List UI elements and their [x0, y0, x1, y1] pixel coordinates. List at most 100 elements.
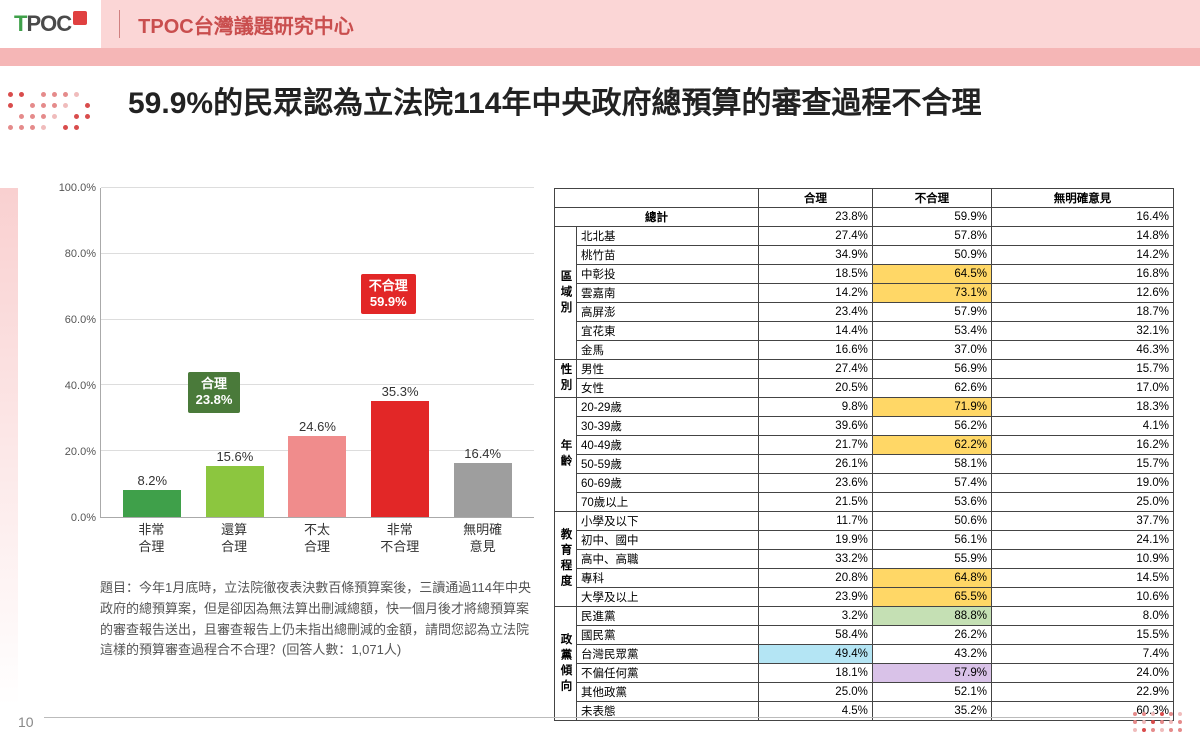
cell: 59.9% — [872, 208, 991, 227]
row-label: 其他政黨 — [577, 683, 759, 702]
cell: 24.1% — [991, 531, 1173, 550]
bar — [454, 463, 512, 517]
crosstab-table: 合理不合理無明確意見總計23.8%59.9%16.4%區域別北北基27.4%57… — [544, 188, 1200, 706]
cell: 20.8% — [759, 569, 873, 588]
cell: 64.5% — [872, 265, 991, 284]
row-label: 50-59歲 — [577, 455, 759, 474]
cell: 18.1% — [759, 664, 873, 683]
row-label: 北北基 — [577, 227, 759, 246]
cell: 27.4% — [759, 227, 873, 246]
footer-line — [44, 717, 1170, 718]
cell: 14.2% — [991, 246, 1173, 265]
cell: 15.7% — [991, 360, 1173, 379]
cell: 14.4% — [759, 322, 873, 341]
group-header: 性別 — [555, 360, 577, 398]
cell: 19.9% — [759, 531, 873, 550]
row-label: 專科 — [577, 569, 759, 588]
cell: 10.9% — [991, 550, 1173, 569]
x-axis-label: 還算合理 — [202, 522, 266, 556]
cell: 71.9% — [872, 398, 991, 417]
row-label: 大學及以上 — [577, 588, 759, 607]
cell: 18.3% — [991, 398, 1173, 417]
row-label: 初中、國中 — [577, 531, 759, 550]
cell: 10.6% — [991, 588, 1173, 607]
page-number: 10 — [18, 714, 34, 730]
x-axis-label: 無明確意見 — [451, 522, 515, 556]
cell: 50.6% — [872, 512, 991, 531]
chart-annotation: 不合理59.9% — [361, 274, 416, 315]
cell: 56.2% — [872, 417, 991, 436]
group-header: 政黨傾向 — [555, 607, 577, 721]
cell: 52.1% — [872, 683, 991, 702]
bar-value-label: 35.3% — [382, 384, 419, 399]
bar-value-label: 16.4% — [464, 446, 501, 461]
cell: 22.9% — [991, 683, 1173, 702]
cell: 37.0% — [872, 341, 991, 360]
cell: 23.9% — [759, 588, 873, 607]
logo-text: TTPOCPOC — [14, 11, 87, 37]
bar — [371, 401, 429, 517]
cell: 57.8% — [872, 227, 991, 246]
cell: 23.6% — [759, 474, 873, 493]
group-header: 教育程度 — [555, 512, 577, 607]
content: 0.0%20.0%40.0%60.0%80.0%100.0%8.2%15.6%2… — [0, 188, 1200, 706]
footer-dots — [1133, 708, 1182, 732]
cell: 56.1% — [872, 531, 991, 550]
row-label: 桃竹苗 — [577, 246, 759, 265]
cell: 14.2% — [759, 284, 873, 303]
question-text: 題目：今年1月底時，立法院徹夜表決數百條預算案後，三讀通過114年中央政府的總預… — [100, 578, 544, 661]
bar — [123, 490, 181, 517]
cell: 57.9% — [872, 303, 991, 322]
chart-annotation: 合理23.8% — [188, 372, 241, 413]
cell: 15.7% — [991, 455, 1173, 474]
cell: 56.9% — [872, 360, 991, 379]
cell: 16.2% — [991, 436, 1173, 455]
cell: 4.1% — [991, 417, 1173, 436]
row-label: 國民黨 — [577, 626, 759, 645]
cell: 18.5% — [759, 265, 873, 284]
cell: 34.9% — [759, 246, 873, 265]
row-label: 小學及以下 — [577, 512, 759, 531]
cell: 58.4% — [759, 626, 873, 645]
bar-value-label: 15.6% — [216, 449, 253, 464]
cell: 11.7% — [759, 512, 873, 531]
row-label: 中彰投 — [577, 265, 759, 284]
cell: 53.4% — [872, 322, 991, 341]
cell: 50.9% — [872, 246, 991, 265]
cell: 26.1% — [759, 455, 873, 474]
cell: 43.2% — [872, 645, 991, 664]
cell: 64.8% — [872, 569, 991, 588]
row-label: 台灣民眾黨 — [577, 645, 759, 664]
bar-value-label: 24.6% — [299, 419, 336, 434]
row-label: 70歲以上 — [577, 493, 759, 512]
cell: 16.4% — [991, 208, 1173, 227]
logo: TTPOCPOC — [0, 0, 101, 48]
cell: 27.4% — [759, 360, 873, 379]
bar-value-label: 8.2% — [137, 473, 167, 488]
cell: 73.1% — [872, 284, 991, 303]
cell: 23.4% — [759, 303, 873, 322]
cell: 25.0% — [759, 683, 873, 702]
dots-deco — [8, 92, 108, 136]
cell: 8.0% — [991, 607, 1173, 626]
cell: 37.7% — [991, 512, 1173, 531]
cell: 21.5% — [759, 493, 873, 512]
bar — [288, 436, 346, 517]
header-divider — [119, 10, 120, 38]
row-label: 20-29歲 — [577, 398, 759, 417]
pink-bar — [0, 48, 1200, 66]
row-label: 高中、高職 — [577, 550, 759, 569]
cell: 16.8% — [991, 265, 1173, 284]
cell: 57.9% — [872, 664, 991, 683]
cell: 65.5% — [872, 588, 991, 607]
cell: 7.4% — [991, 645, 1173, 664]
cell: 33.2% — [759, 550, 873, 569]
cell: 18.7% — [991, 303, 1173, 322]
col-header: 合理 — [759, 189, 873, 208]
cell: 53.6% — [872, 493, 991, 512]
bar — [206, 466, 264, 517]
left-pink-bar — [0, 188, 18, 706]
row-label: 30-39歲 — [577, 417, 759, 436]
cell: 16.6% — [759, 341, 873, 360]
row-label: 金馬 — [577, 341, 759, 360]
